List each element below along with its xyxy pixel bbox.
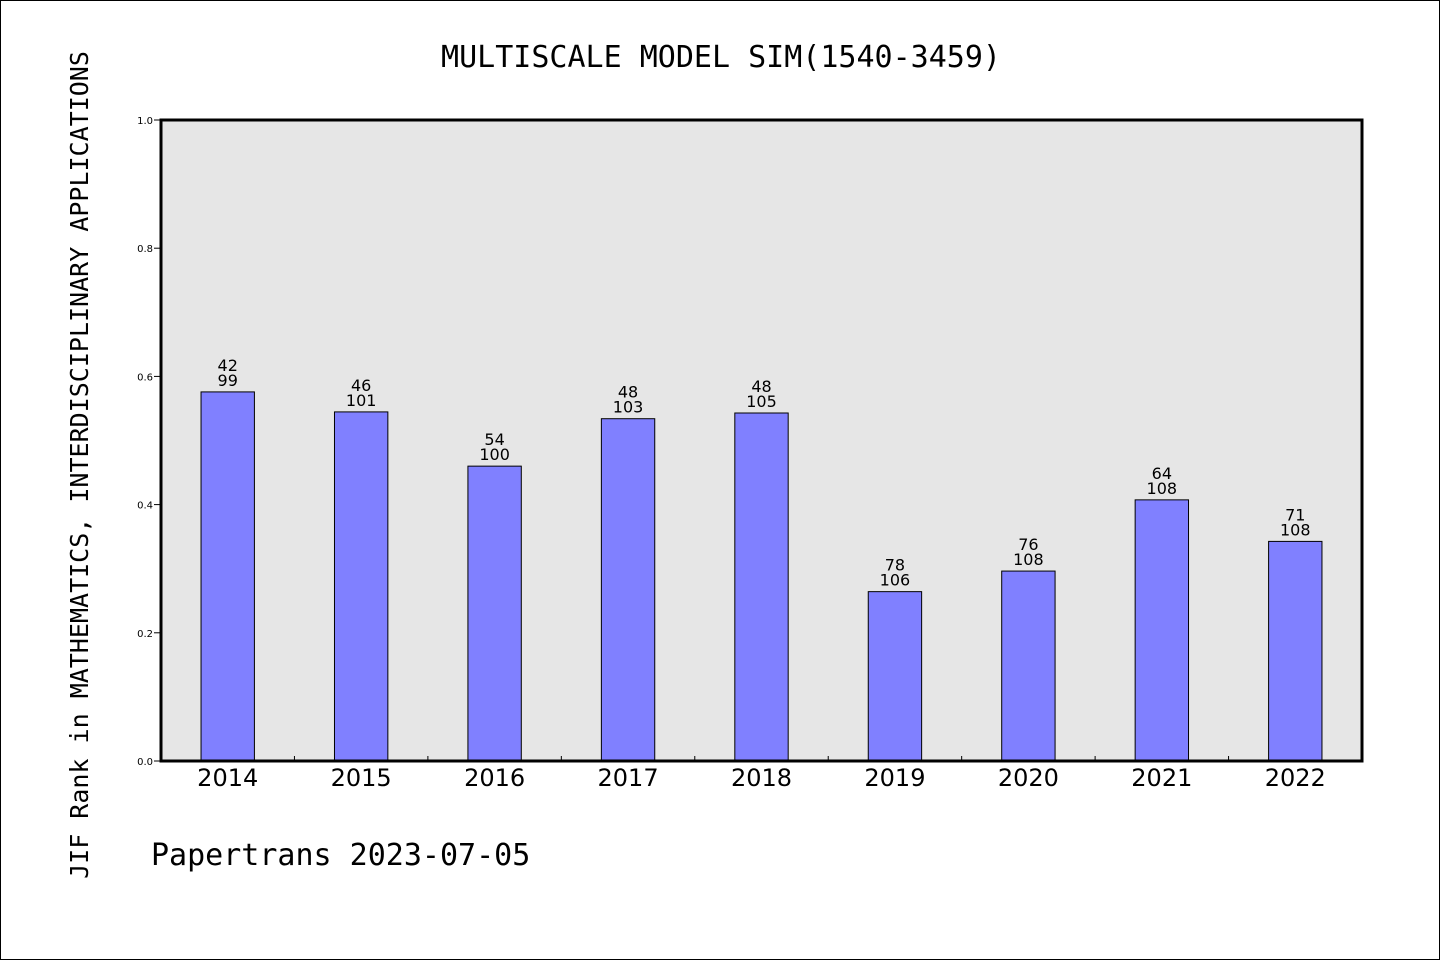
bar-rank-label: 78 [885, 556, 905, 575]
bar-rank-label: 76 [1018, 535, 1038, 554]
x-tick-label: 2019 [864, 764, 925, 792]
bar-total-label: 103 [613, 398, 644, 417]
chart-title: MULTISCALE MODEL SIM(1540-3459) [441, 40, 1001, 75]
y-tick-label: 0.2 [137, 629, 153, 640]
x-tick-label: 2021 [1131, 764, 1192, 792]
bar-total-label: 108 [1147, 479, 1178, 498]
y-tick-label: 0.6 [137, 372, 153, 383]
bar [1268, 540, 1323, 762]
bar [1134, 499, 1190, 762]
y-tick-label: 0.0 [137, 757, 153, 768]
y-tick-label: 1.0 [137, 116, 153, 127]
bar-total-label: 108 [1280, 520, 1311, 539]
y-axis-label: JIF Rank in MATHEMATICS, INTERDISCIPLINA… [65, 51, 94, 879]
bar-rank-label: 48 [618, 383, 638, 402]
bar-total-label: 99 [218, 371, 238, 390]
bar-rank-label: 46 [351, 376, 371, 395]
bar-rank-label: 48 [751, 377, 771, 396]
x-tick-label: 2018 [731, 764, 792, 792]
x-tick-label: 2022 [1265, 764, 1326, 792]
bar-rank-label: 54 [484, 430, 504, 449]
bar [867, 591, 923, 762]
x-tick-label: 2015 [331, 764, 392, 792]
bar-total-label: 106 [880, 571, 911, 590]
bar [600, 418, 656, 762]
bar-total-label: 100 [479, 445, 510, 464]
bar-rank-label: 71 [1285, 505, 1305, 524]
bar [333, 411, 389, 762]
footer-text: Papertrans 2023-07-05 [151, 838, 530, 873]
bar-total-label: 108 [1013, 550, 1044, 569]
bar-total-label: 101 [346, 391, 377, 410]
bar [467, 465, 522, 762]
y-tick-label: 0.4 [137, 501, 153, 512]
bar [1001, 570, 1056, 762]
x-tick-label: 2014 [197, 764, 258, 792]
x-tick-label: 2020 [998, 764, 1059, 792]
bar-rank-label: 64 [1152, 464, 1172, 483]
bar-rank-label: 42 [218, 356, 238, 375]
bar [200, 391, 255, 762]
bar [734, 412, 789, 762]
x-tick-label: 2016 [464, 764, 525, 792]
x-tick-label: 2017 [598, 764, 659, 792]
y-tick-label: 0.8 [137, 244, 153, 255]
plot-border [159, 118, 1364, 763]
bar-total-label: 105 [746, 392, 777, 411]
